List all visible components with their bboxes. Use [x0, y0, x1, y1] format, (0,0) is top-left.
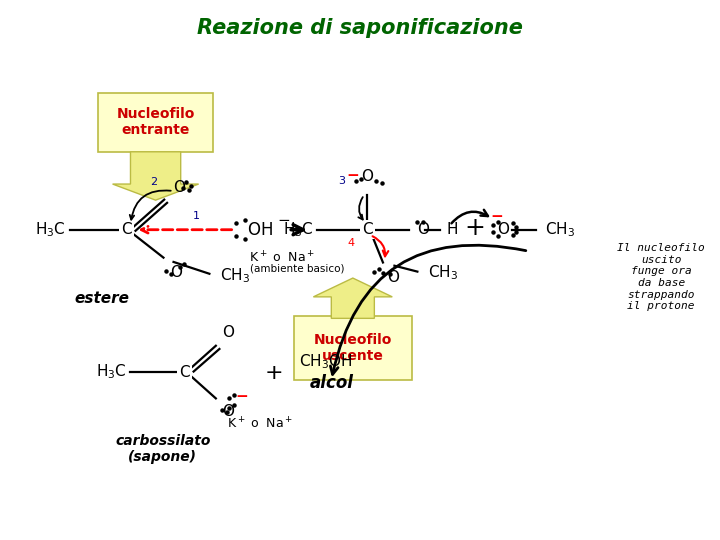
Text: O: O	[418, 222, 429, 237]
Text: $\mathsf{CH_3OH}$: $\mathsf{CH_3OH}$	[299, 352, 353, 370]
Text: Nucleofilo
uscente: Nucleofilo uscente	[314, 333, 392, 363]
Text: O: O	[222, 404, 234, 419]
Text: Reazione di saponificazione: Reazione di saponificazione	[197, 17, 523, 37]
FancyArrowPatch shape	[130, 191, 171, 220]
FancyArrowPatch shape	[372, 237, 388, 256]
Text: carbossilato
(sapone): carbossilato (sapone)	[115, 434, 210, 464]
FancyBboxPatch shape	[294, 316, 412, 380]
Text: C: C	[362, 222, 372, 237]
Text: +: +	[464, 216, 485, 240]
Text: alcol: alcol	[310, 374, 354, 392]
Text: O: O	[174, 180, 186, 195]
FancyBboxPatch shape	[98, 93, 213, 152]
Text: H: H	[446, 222, 458, 237]
Text: $\mathsf{K^+}$ o  $\mathsf{Na^+}$: $\mathsf{K^+}$ o $\mathsf{Na^+}$	[228, 417, 294, 432]
Text: Nucleofilo
entrante: Nucleofilo entrante	[117, 107, 195, 137]
Text: $\mathsf{H_3C}$: $\mathsf{H_3C}$	[35, 220, 66, 239]
Text: 1: 1	[193, 211, 200, 221]
Polygon shape	[313, 278, 392, 319]
Text: −: −	[235, 389, 248, 404]
Text: $\mathsf{CH_3}$: $\mathsf{CH_3}$	[428, 264, 459, 282]
Text: −: −	[490, 209, 503, 224]
Text: estere: estere	[74, 292, 130, 307]
FancyArrowPatch shape	[141, 226, 232, 233]
Text: $\mathsf{CH_3}$: $\mathsf{CH_3}$	[545, 220, 575, 239]
Text: Il nucleofilo
uscito
funge ora
da base
strappando
il protone: Il nucleofilo uscito funge ora da base s…	[617, 243, 705, 311]
Text: C: C	[179, 364, 189, 380]
Text: 3: 3	[338, 176, 346, 186]
Text: 4: 4	[347, 238, 354, 248]
Text: C: C	[122, 222, 132, 237]
Text: +: +	[265, 363, 283, 383]
Text: $\mathsf{H_3C}$: $\mathsf{H_3C}$	[283, 220, 313, 239]
Text: $\mathsf{OH}$: $\mathsf{OH}$	[248, 221, 274, 239]
Polygon shape	[112, 152, 199, 200]
Text: O: O	[222, 325, 234, 340]
FancyArrowPatch shape	[359, 197, 363, 219]
Text: $\mathsf{H_3C}$: $\mathsf{H_3C}$	[96, 363, 127, 381]
Text: −: −	[346, 168, 359, 184]
Text: O: O	[170, 265, 182, 280]
FancyArrowPatch shape	[330, 245, 526, 374]
Text: O: O	[387, 270, 400, 285]
Text: $\mathsf{CH_3}$: $\mathsf{CH_3}$	[220, 266, 251, 285]
Text: (ambiente basico): (ambiente basico)	[251, 264, 345, 274]
Text: 2: 2	[150, 178, 158, 187]
Text: O: O	[361, 169, 373, 184]
Text: $\mathsf{K^+}$ o  $\mathsf{Na^+}$: $\mathsf{K^+}$ o $\mathsf{Na^+}$	[249, 250, 315, 265]
Text: −: −	[277, 213, 290, 227]
Text: O: O	[498, 222, 510, 237]
FancyArrowPatch shape	[451, 210, 488, 224]
